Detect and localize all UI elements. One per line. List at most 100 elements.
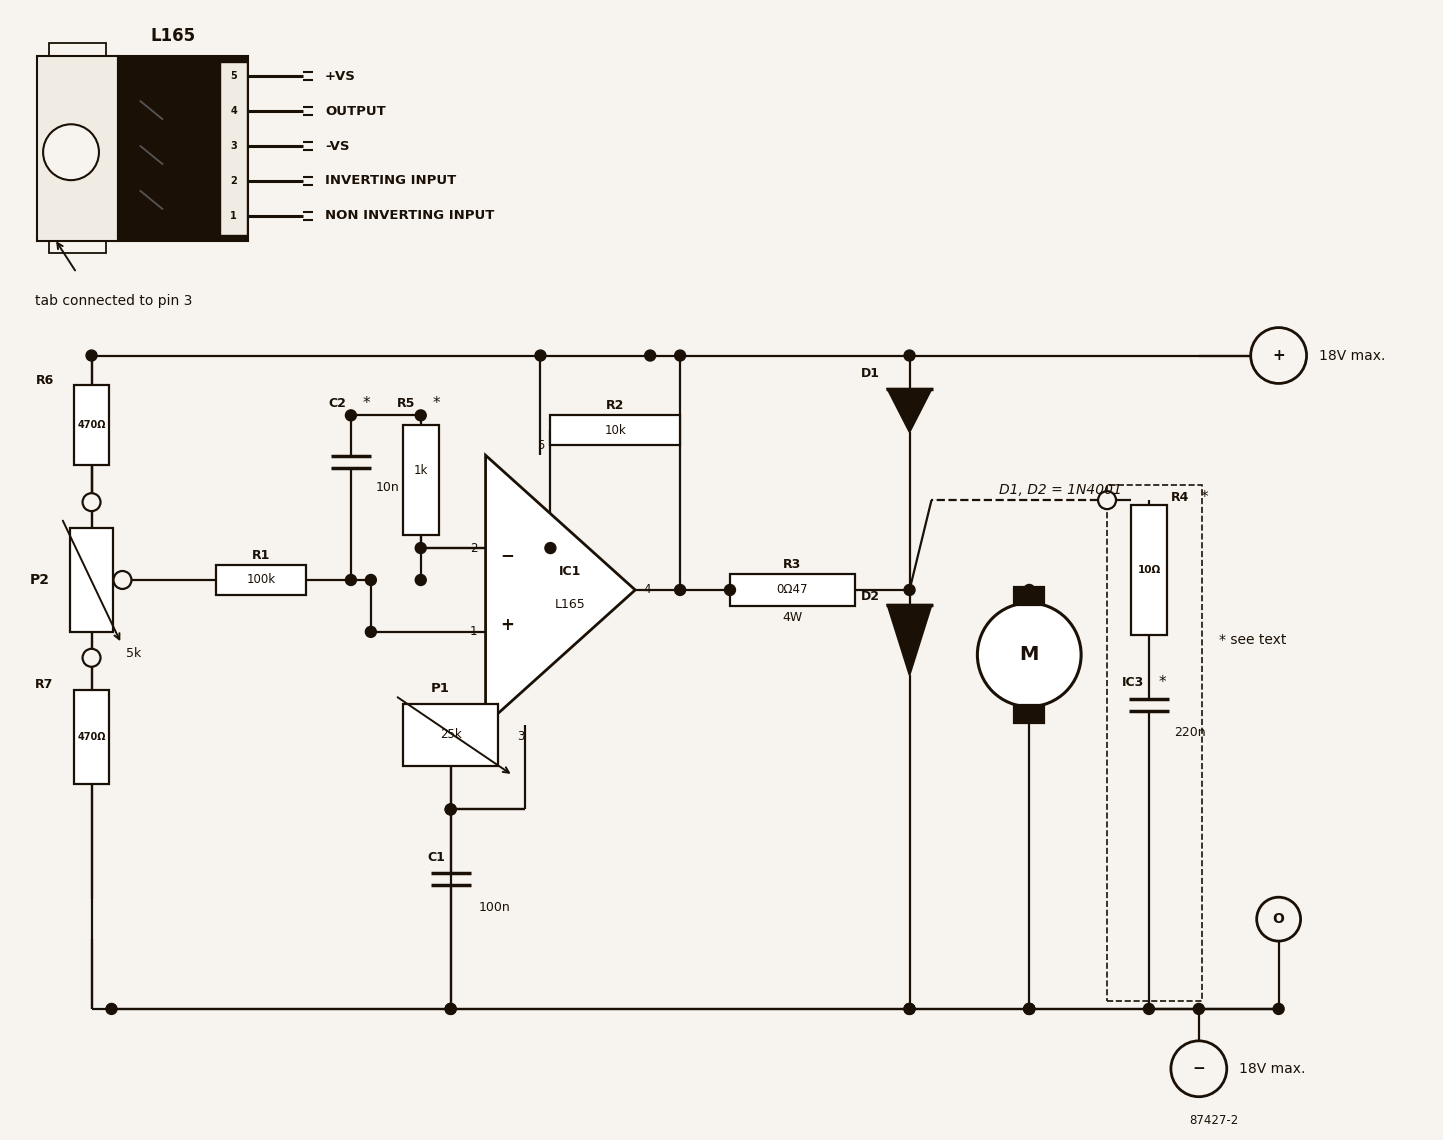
Circle shape [1251, 327, 1306, 383]
Circle shape [905, 1003, 915, 1015]
Text: M: M [1020, 645, 1039, 665]
Circle shape [416, 543, 426, 554]
Circle shape [365, 575, 377, 586]
Circle shape [1023, 1003, 1035, 1015]
Text: 100k: 100k [247, 573, 276, 586]
Text: R2: R2 [606, 399, 625, 412]
Text: R7: R7 [35, 678, 53, 691]
Text: 4W: 4W [782, 611, 802, 625]
Bar [403, 703, 498, 766]
Circle shape [82, 649, 101, 667]
Circle shape [545, 543, 556, 554]
Bar [221, 63, 247, 235]
Text: 5k: 5k [127, 648, 141, 660]
Text: IC1: IC1 [560, 565, 582, 578]
Text: 470Ω: 470Ω [78, 732, 105, 742]
Circle shape [87, 350, 97, 361]
Text: 4: 4 [644, 584, 651, 596]
Text: +: + [1273, 348, 1286, 363]
Circle shape [675, 585, 685, 595]
Bar [118, 56, 248, 241]
Text: −: − [1192, 1061, 1205, 1076]
Text: C1: C1 [427, 850, 446, 864]
Circle shape [1193, 1003, 1205, 1015]
Text: R6: R6 [36, 374, 53, 386]
Text: -VS: -VS [325, 139, 349, 153]
Bar [1107, 486, 1202, 1001]
Text: P2: P2 [30, 573, 49, 587]
Text: *: * [1201, 490, 1208, 505]
Circle shape [416, 410, 426, 421]
Text: +: + [501, 616, 515, 634]
Circle shape [446, 1003, 456, 1015]
Circle shape [416, 575, 426, 586]
Circle shape [905, 1003, 915, 1015]
Text: R4: R4 [1170, 490, 1189, 504]
Circle shape [1273, 1003, 1284, 1015]
Bar [730, 575, 854, 606]
Text: +VS: +VS [325, 70, 356, 83]
Text: 100n: 100n [479, 901, 511, 913]
Text: 3: 3 [231, 141, 237, 150]
Circle shape [724, 585, 736, 595]
Text: *: * [433, 396, 440, 410]
Text: 1: 1 [231, 211, 237, 221]
Text: IC3: IC3 [1121, 676, 1144, 690]
Text: 2: 2 [231, 176, 237, 186]
Circle shape [645, 350, 655, 361]
Circle shape [446, 804, 456, 815]
Text: 4: 4 [231, 106, 237, 116]
Circle shape [535, 350, 545, 361]
Text: 2: 2 [470, 542, 478, 554]
Text: 10k: 10k [605, 424, 626, 437]
Text: tab connected to pin 3: tab connected to pin 3 [35, 294, 192, 308]
Circle shape [345, 410, 356, 421]
Bar [1131, 505, 1167, 635]
Circle shape [1023, 1003, 1035, 1015]
Text: 87427-2: 87427-2 [1189, 1114, 1238, 1127]
Circle shape [1170, 1041, 1227, 1097]
Text: NON INVERTING INPUT: NON INVERTING INPUT [325, 210, 495, 222]
Circle shape [1023, 1003, 1035, 1015]
Bar [36, 56, 118, 241]
Text: 220n: 220n [1175, 726, 1205, 739]
Circle shape [82, 494, 101, 511]
Circle shape [365, 626, 377, 637]
Text: 1: 1 [470, 626, 478, 638]
Text: 1k: 1k [414, 464, 429, 477]
Text: *: * [1159, 675, 1166, 690]
Circle shape [1143, 1003, 1154, 1015]
Circle shape [977, 603, 1081, 707]
Text: O: O [1273, 912, 1284, 926]
Text: 18V max.: 18V max. [1238, 1061, 1304, 1076]
Text: L165: L165 [556, 598, 586, 611]
Text: 0Ω47: 0Ω47 [776, 584, 808, 596]
Text: L165: L165 [150, 27, 196, 46]
Bar [49, 239, 105, 253]
Bar [216, 565, 306, 595]
Text: INVERTING INPUT: INVERTING INPUT [325, 174, 456, 187]
Text: R5: R5 [397, 397, 416, 410]
Bar [74, 385, 110, 465]
Circle shape [905, 585, 915, 595]
Bar [1014, 705, 1045, 723]
Text: 10n: 10n [375, 481, 400, 494]
Bar [69, 528, 114, 632]
Text: D1, D2 = 1N4001: D1, D2 = 1N4001 [1000, 483, 1123, 497]
Text: 25k: 25k [440, 728, 462, 741]
Text: 5: 5 [231, 71, 237, 81]
Circle shape [905, 350, 915, 361]
Text: 470Ω: 470Ω [78, 421, 105, 431]
Text: 3: 3 [517, 730, 524, 743]
Text: D1: D1 [860, 367, 880, 380]
Circle shape [1023, 585, 1035, 595]
Circle shape [43, 124, 100, 180]
Text: 10Ω: 10Ω [1137, 565, 1160, 575]
Bar [403, 425, 439, 535]
Circle shape [345, 575, 356, 586]
Text: 5: 5 [537, 439, 544, 451]
Text: D2: D2 [860, 591, 880, 603]
Text: OUTPUT: OUTPUT [325, 105, 385, 117]
Text: *: * [362, 396, 371, 410]
Text: P1: P1 [431, 682, 450, 695]
